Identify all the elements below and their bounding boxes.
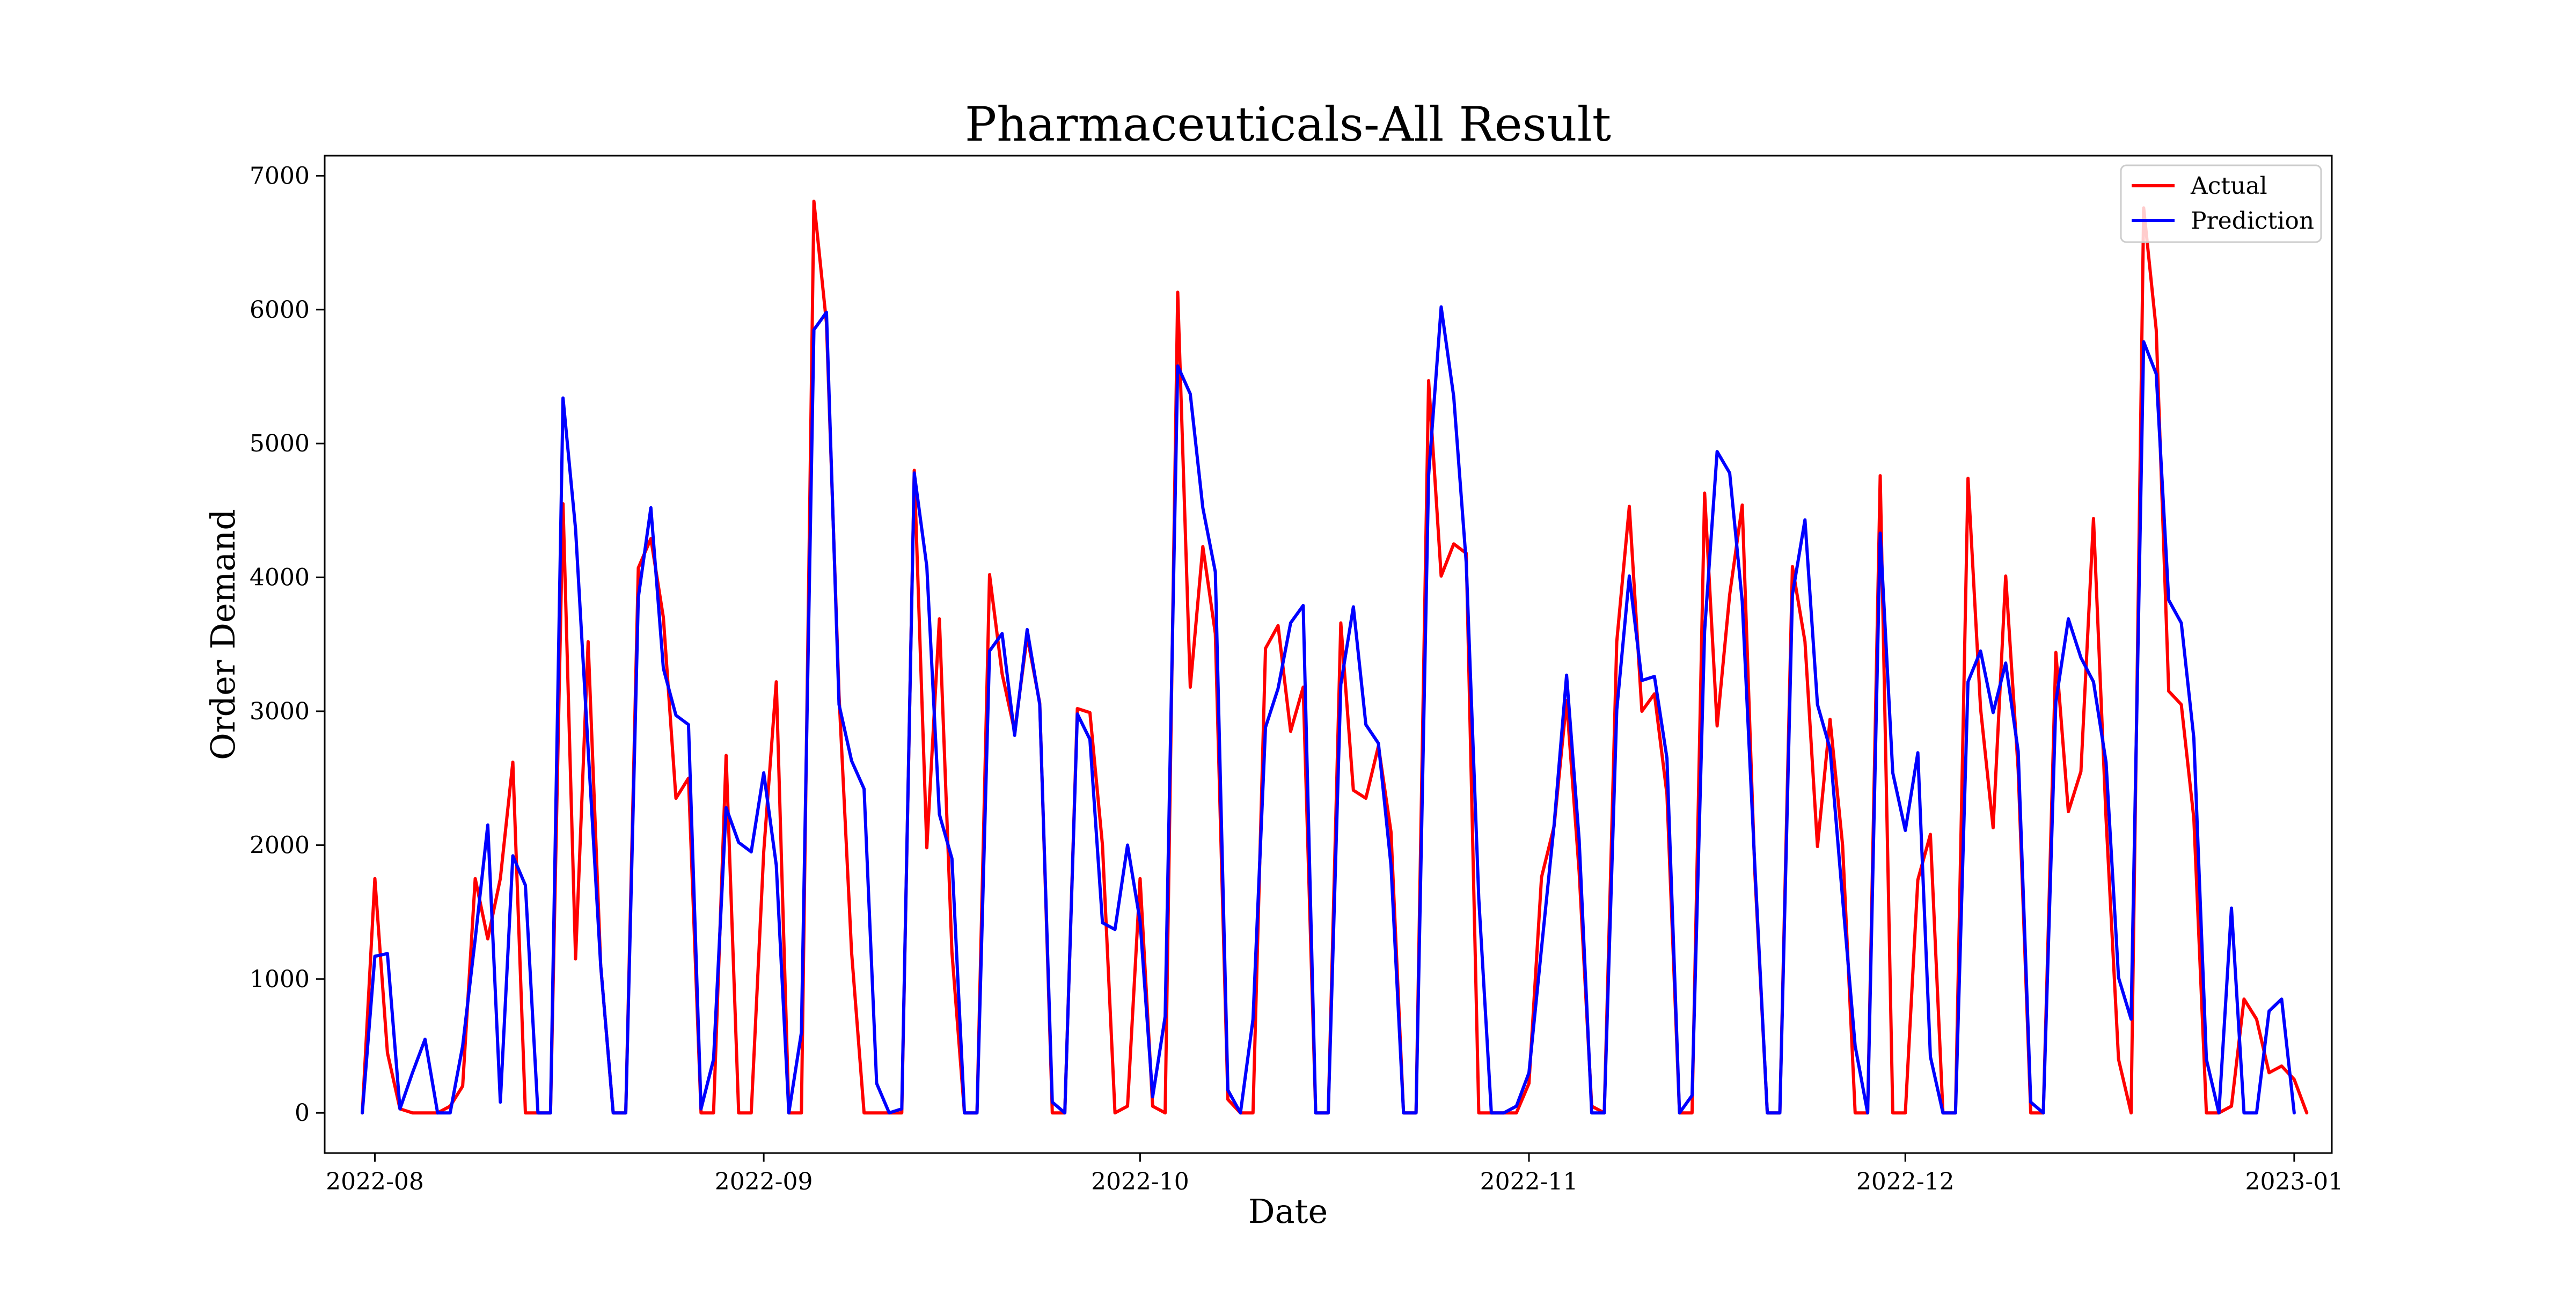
y-tick-label: 4000 bbox=[250, 564, 310, 592]
plot-frame bbox=[324, 155, 2333, 1154]
y-tick-label: 7000 bbox=[250, 162, 310, 189]
y-tick-label: 1000 bbox=[250, 966, 310, 993]
x-tick-label: 2022-09 bbox=[715, 1168, 813, 1195]
x-tick-label: 2023-01 bbox=[2245, 1168, 2343, 1195]
legend-label-prediction: Prediction bbox=[2191, 207, 2314, 235]
chart-title: Pharmaceuticals-All Result bbox=[965, 97, 1611, 152]
x-tick-label: 2022-08 bbox=[326, 1168, 424, 1195]
y-tick-label: 3000 bbox=[250, 698, 310, 725]
x-tick-label: 2022-10 bbox=[1091, 1168, 1189, 1195]
x-tick-label: 2022-11 bbox=[1480, 1168, 1578, 1195]
plot-area: 0 1000 2000 3000 4000 5000 6000 7000 2022-08 2022… bbox=[250, 155, 2343, 1195]
y-tick-label: 2000 bbox=[250, 832, 310, 859]
x-tick-label: 2022-12 bbox=[1856, 1168, 1955, 1195]
x-axis-label: Date bbox=[1248, 1192, 1328, 1231]
y-tick-label: 0 bbox=[295, 1099, 310, 1127]
y-tick-label: 5000 bbox=[250, 430, 310, 457]
y-axis-label: Order Demand bbox=[203, 509, 243, 760]
series-line-prediction bbox=[361, 305, 2296, 1115]
legend-label-actual: Actual bbox=[2190, 172, 2267, 200]
y-tick-label: 6000 bbox=[250, 296, 310, 324]
